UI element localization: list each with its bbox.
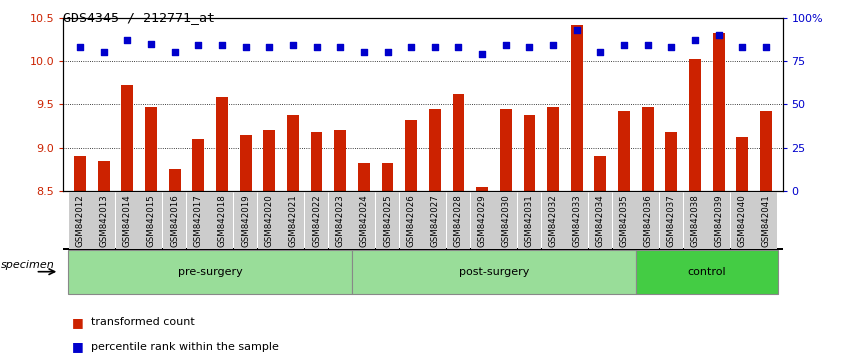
Text: GSM842037: GSM842037	[667, 194, 676, 247]
Text: GSM842033: GSM842033	[572, 194, 581, 247]
Point	[712, 32, 726, 38]
Point	[286, 42, 299, 48]
Bar	[595, 156, 607, 191]
Text: GSM842020: GSM842020	[265, 194, 274, 247]
Text: GSM842017: GSM842017	[194, 194, 203, 247]
Point	[499, 42, 513, 48]
Text: GSM842041: GSM842041	[761, 194, 771, 247]
Text: GSM842016: GSM842016	[170, 194, 179, 247]
Point	[641, 42, 655, 48]
Bar	[168, 170, 180, 191]
Point	[689, 38, 702, 43]
Point	[735, 44, 749, 50]
Bar	[476, 187, 488, 191]
Text: GSM842030: GSM842030	[502, 194, 510, 247]
Bar	[736, 137, 748, 191]
Text: GSM842029: GSM842029	[478, 194, 486, 247]
Text: GSM842012: GSM842012	[75, 194, 85, 247]
Bar	[713, 33, 724, 191]
Bar	[382, 164, 393, 191]
Text: GSM842027: GSM842027	[431, 194, 439, 247]
Text: control: control	[688, 267, 726, 277]
Bar	[263, 131, 275, 191]
Point	[594, 50, 607, 55]
Point	[618, 42, 631, 48]
Text: GSM842021: GSM842021	[288, 194, 298, 247]
Text: GSM842015: GSM842015	[146, 194, 156, 247]
Point	[215, 42, 228, 48]
Bar	[334, 131, 346, 191]
Point	[570, 27, 584, 33]
Bar	[310, 132, 322, 191]
Text: post-surgery: post-surgery	[459, 267, 529, 277]
Point	[74, 44, 87, 50]
Bar	[74, 156, 86, 191]
Bar	[666, 132, 678, 191]
Bar	[618, 112, 630, 191]
Bar	[571, 25, 583, 191]
Bar	[239, 135, 251, 191]
Text: percentile rank within the sample: percentile rank within the sample	[91, 342, 278, 352]
Point	[310, 44, 323, 50]
Point	[452, 44, 465, 50]
Bar	[358, 162, 370, 191]
Text: pre-surgery: pre-surgery	[178, 267, 243, 277]
Bar	[145, 107, 157, 191]
Text: GSM842025: GSM842025	[383, 194, 392, 247]
Point	[262, 44, 276, 50]
Bar	[642, 107, 654, 191]
Bar	[524, 115, 536, 191]
Text: GSM842028: GSM842028	[454, 194, 463, 247]
Text: GSM842023: GSM842023	[336, 194, 344, 247]
Text: GSM842026: GSM842026	[407, 194, 415, 247]
Point	[168, 50, 181, 55]
Text: GSM842032: GSM842032	[548, 194, 558, 247]
Text: GSM842022: GSM842022	[312, 194, 321, 247]
Text: specimen: specimen	[1, 260, 55, 270]
Text: GSM842040: GSM842040	[738, 194, 747, 247]
Point	[547, 42, 560, 48]
Bar	[98, 161, 110, 191]
Bar	[216, 97, 228, 191]
Text: ■: ■	[72, 341, 84, 353]
Bar	[760, 110, 772, 191]
Point	[97, 50, 111, 55]
Bar	[689, 59, 701, 191]
Point	[333, 44, 347, 50]
Text: GSM842013: GSM842013	[99, 194, 108, 247]
Point	[357, 50, 371, 55]
Text: GSM842019: GSM842019	[241, 194, 250, 247]
Bar	[122, 85, 133, 191]
Bar	[192, 139, 204, 191]
Text: GSM842014: GSM842014	[123, 194, 132, 247]
Bar	[429, 109, 441, 191]
Text: GSM842018: GSM842018	[217, 194, 227, 247]
Bar	[500, 109, 512, 191]
Point	[191, 42, 205, 48]
Point	[239, 44, 252, 50]
Text: GSM842031: GSM842031	[525, 194, 534, 247]
Text: GSM842035: GSM842035	[619, 194, 629, 247]
Point	[523, 44, 536, 50]
Bar	[547, 107, 559, 191]
Text: GSM842039: GSM842039	[714, 194, 723, 247]
Text: GDS4345 / 212771_at: GDS4345 / 212771_at	[63, 11, 216, 24]
Point	[475, 51, 489, 57]
Bar	[287, 115, 299, 191]
Bar	[405, 120, 417, 191]
Point	[759, 44, 772, 50]
Text: GSM842036: GSM842036	[643, 194, 652, 247]
Point	[144, 41, 157, 46]
Point	[404, 44, 418, 50]
Point	[428, 44, 442, 50]
Point	[665, 44, 678, 50]
Text: GSM842034: GSM842034	[596, 194, 605, 247]
Text: GSM842038: GSM842038	[690, 194, 700, 247]
Bar	[453, 94, 464, 191]
Point	[381, 50, 394, 55]
Text: transformed count: transformed count	[91, 317, 195, 327]
Point	[120, 38, 134, 43]
Text: GSM842024: GSM842024	[360, 194, 368, 247]
Text: ■: ■	[72, 316, 84, 329]
